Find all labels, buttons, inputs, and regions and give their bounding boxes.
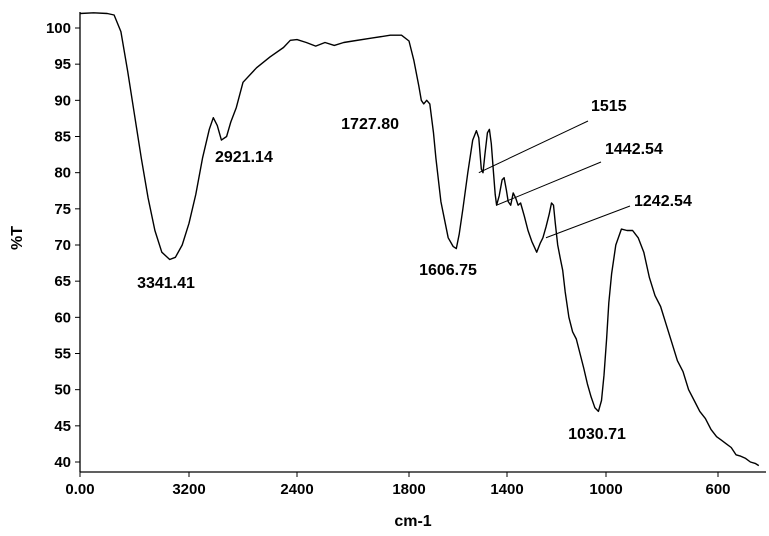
- x-tick-label: 1400: [490, 481, 523, 498]
- y-tick-label: 55: [54, 346, 71, 363]
- x-tick-label: 1800: [392, 481, 425, 498]
- peak-leader-line: [496, 161, 602, 206]
- y-tick-label: 70: [54, 237, 71, 254]
- x-tick-label: 0.00: [65, 481, 94, 498]
- x-tick-label: 600: [705, 481, 730, 498]
- y-tick-label: 75: [54, 201, 71, 218]
- y-tick-label: 50: [54, 382, 71, 399]
- x-tick-label: 3200: [172, 481, 205, 498]
- y-tick-label: 90: [54, 92, 71, 109]
- peak-leader-line: [545, 205, 631, 239]
- y-tick-label: 95: [54, 56, 71, 73]
- peak-label: 1442.54: [605, 141, 663, 158]
- peak-label: 1606.75: [419, 262, 477, 279]
- ticks: 40 45 50 55 60 65 70 75 80 85 90 95 100 0.00 3200 2400 1…: [46, 20, 731, 498]
- peak-label: 3341.41: [137, 275, 195, 292]
- x-axis-title: cm-1: [394, 513, 431, 530]
- axes: [79, 12, 766, 473]
- peak-label: 2921.14: [215, 149, 273, 166]
- spectrum-line: [79, 12, 760, 467]
- y-tick-label: 80: [54, 165, 71, 182]
- peak-annotations: 3341.41 2921.14 1727.80 1606.75 1515 1442.54 1…: [137, 98, 692, 443]
- y-tick-label: 45: [54, 418, 71, 435]
- x-tick-label: 1000: [589, 481, 622, 498]
- peak-label: 1727.80: [341, 116, 399, 133]
- y-tick-label: 85: [54, 129, 71, 146]
- y-axis-title: %T: [9, 226, 26, 250]
- y-tick-label: 60: [54, 309, 71, 326]
- y-tick-label: 65: [54, 273, 71, 290]
- x-tick-label: 2400: [280, 481, 313, 498]
- y-tick-label: 40: [54, 454, 71, 471]
- peak-label: 1515: [591, 98, 627, 115]
- peak-label: 1030.71: [568, 426, 626, 443]
- peak-leader-line: [478, 120, 589, 174]
- y-tick-label: 100: [46, 20, 71, 37]
- peak-label: 1242.54: [634, 193, 692, 210]
